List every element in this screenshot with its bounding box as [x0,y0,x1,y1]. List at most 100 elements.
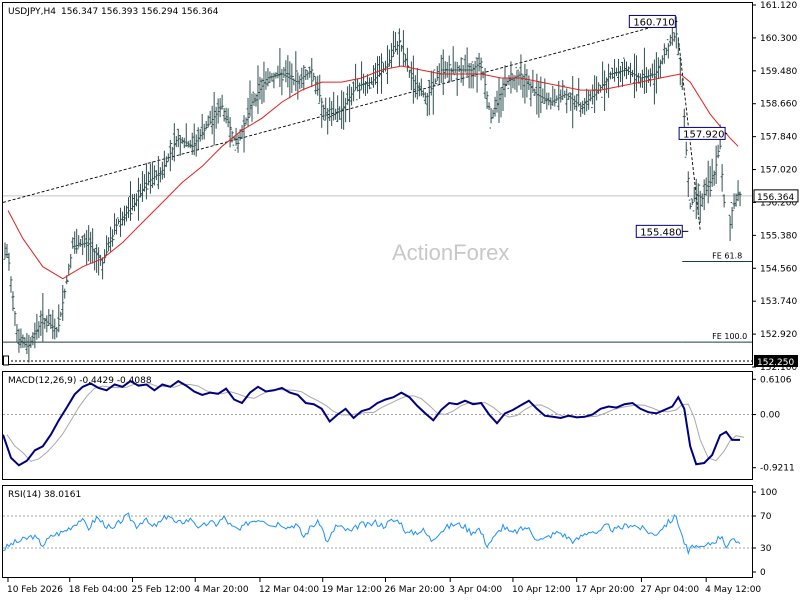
macd-tick-label: -0.9211 [760,464,795,474]
price-bar [236,134,240,153]
price-bar [210,105,214,135]
price-bar [266,68,270,87]
price-bar [445,61,449,78]
price-bar [280,68,284,96]
price-bar [706,160,710,204]
macd-title: MACD(12,26,9) -0.4429 -0.4088 [8,376,152,386]
price-bar [555,95,559,103]
current-price-label: 156.364 [757,193,794,203]
level-label: 155.480 [640,227,681,238]
price-tick-label: 155.380 [760,231,797,241]
price-bar [282,66,286,81]
price-bar [5,244,9,258]
time-tick-label: 4 May 12:00 [705,585,761,595]
price-bar [433,69,437,85]
fe-level-label: FE 100.0 [712,332,747,341]
price-bar [461,58,465,86]
price-bar [7,252,11,271]
price-bar [626,66,630,76]
price-bar [172,123,176,162]
price-bar [583,97,587,115]
price-bar [276,65,280,79]
price-bar [585,88,589,112]
price-bar [391,30,395,57]
price-bar [132,193,136,212]
price-bar [125,205,129,222]
price-bar [684,141,688,158]
price-bar [736,180,740,202]
price-bar [545,92,549,110]
rsi-value-line [2,512,741,556]
price-bar [222,108,226,122]
price-bar [660,55,664,65]
price-bar [487,102,491,111]
price-bar [611,67,615,79]
price-bar [322,104,326,121]
price-bar [533,88,537,96]
price-bar [704,177,708,196]
price-bar [722,194,726,208]
price-bar [234,127,238,151]
price-bar [214,106,218,129]
price-bar [628,62,632,84]
price-bar [509,61,513,94]
price-bar [603,70,607,111]
price-bar [664,47,668,56]
price-bar [678,56,682,86]
rsi-tick-label: 30 [760,544,772,554]
price-bar [35,313,39,340]
price-bar [206,115,210,128]
price-bar [19,328,23,349]
price-bar [395,40,399,55]
price-bar [37,321,41,339]
price-bar [720,164,724,192]
price-bar [252,91,256,106]
price-bar [346,86,350,105]
moving-average-line [7,65,739,280]
macd-signal-line [6,383,745,462]
price-bar [204,120,208,130]
price-bar [541,88,545,103]
price-bar [39,310,43,336]
price-bar [119,207,123,237]
price-bar [571,76,575,129]
price-bar [272,72,276,89]
price-bar [162,150,166,178]
price-tick-label: 152.100 [760,363,797,373]
price-bar [186,140,190,148]
price-bar [344,98,348,123]
price-bar [264,71,268,90]
price-bar [224,107,228,124]
price-bar [244,117,248,125]
macd-lines [2,379,752,467]
price-bar [308,66,312,78]
price-bar [617,58,621,88]
price-bar [63,288,67,299]
level-labels: 160.710 157.920 155.480 [628,14,728,238]
price-bar [575,94,579,111]
macd-main-line [2,379,740,467]
rsi-title: RSI(14) 38.0161 [8,490,81,500]
price-bar [734,193,738,207]
time-axis: 10 Feb 2026 18 Feb 04:00 25 Feb 12:00 4 Mar… [7,578,761,595]
price-bar [192,123,196,156]
price-bar [45,315,49,333]
price-bar [79,239,83,247]
price-bar [621,61,625,87]
price-bar [59,311,63,320]
price-bar [316,75,320,96]
price-bar [170,143,174,161]
price-bar [254,93,258,107]
price-bar [29,337,33,348]
price-bar [682,108,686,129]
price-axis: 161.120 160.300 159.480 158.660 157.840 157.0… [752,1,797,373]
price-bar [441,49,445,96]
price-bar [672,32,676,42]
price-bar [652,59,656,105]
price-bar [615,67,619,77]
price-bar [274,72,278,79]
price-bar [144,163,148,200]
price-bar [184,123,188,147]
price-bar [591,84,595,109]
price-bar [302,64,306,91]
